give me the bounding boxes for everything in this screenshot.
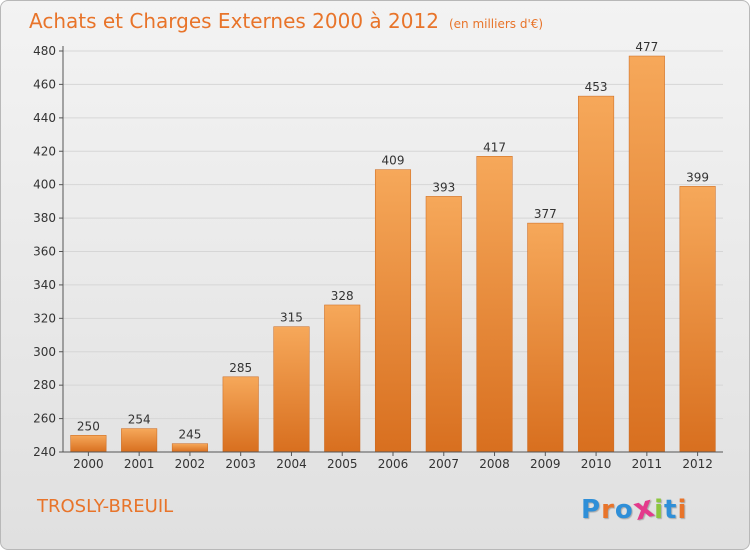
value-label-2000: 250 bbox=[77, 419, 100, 433]
value-label-2004: 315 bbox=[280, 311, 303, 325]
labels: 240 260 280 300 320 340 360 380 400 420 440 460 480 2… bbox=[33, 40, 713, 471]
x-tick-label-2003: 2003 bbox=[225, 457, 256, 471]
y-tick-label: 360 bbox=[33, 245, 56, 259]
y-tick-label: 480 bbox=[33, 44, 56, 58]
value-label-2005: 328 bbox=[331, 289, 354, 303]
logo-letter: r bbox=[601, 495, 615, 525]
value-label-2002: 245 bbox=[178, 428, 201, 442]
x-tick-label-2012: 2012 bbox=[682, 457, 713, 471]
value-label-2006: 409 bbox=[382, 154, 405, 168]
bar-2007 bbox=[425, 196, 462, 453]
y-tick-label: 420 bbox=[33, 144, 56, 158]
logo-letter: t bbox=[664, 495, 678, 525]
x-tick-label-2006: 2006 bbox=[378, 457, 409, 471]
bar-2000 bbox=[70, 435, 107, 453]
value-label-2007: 393 bbox=[432, 180, 455, 194]
value-label-2010: 453 bbox=[585, 80, 608, 94]
logo-letter: i bbox=[677, 495, 688, 525]
x-tick-label-2008: 2008 bbox=[479, 457, 510, 471]
value-label-2012: 399 bbox=[686, 170, 709, 184]
y-tick-label: 400 bbox=[33, 178, 56, 192]
y-tick-label: 440 bbox=[33, 111, 56, 125]
x-tick-label-2007: 2007 bbox=[428, 457, 459, 471]
chart-title: Achats et Charges Externes 2000 à 2012 (e… bbox=[29, 9, 543, 33]
chart-title-text: Achats et Charges Externes 2000 à 2012 bbox=[29, 9, 439, 33]
value-label-2001: 254 bbox=[128, 413, 151, 427]
logo-letter: i bbox=[654, 495, 665, 525]
y-tick-label: 460 bbox=[33, 77, 56, 91]
x-tick-label-2011: 2011 bbox=[632, 457, 663, 471]
bar-2002 bbox=[171, 443, 208, 453]
x-tick-label-2004: 2004 bbox=[276, 457, 307, 471]
value-label-2008: 417 bbox=[483, 140, 506, 154]
bar-2003 bbox=[222, 376, 259, 453]
proxiti-logo: Proxiti bbox=[581, 489, 688, 528]
bar-2008 bbox=[476, 156, 513, 453]
value-label-2003: 285 bbox=[229, 361, 252, 375]
axes bbox=[59, 46, 723, 456]
bar-2005 bbox=[324, 304, 361, 453]
city-name: TROSLY-BREUIL bbox=[37, 496, 174, 517]
y-tick-label: 320 bbox=[33, 311, 56, 325]
chart-unit: (en milliers d'€) bbox=[448, 17, 544, 31]
value-label-2011: 477 bbox=[635, 40, 658, 54]
value-label-2009: 377 bbox=[534, 207, 557, 221]
bar-2011 bbox=[628, 55, 665, 453]
y-tick-label: 340 bbox=[33, 278, 56, 292]
bar-2009 bbox=[527, 222, 564, 453]
y-tick-label: 300 bbox=[33, 345, 56, 359]
bar-2012 bbox=[679, 186, 716, 453]
x-tick-label-2009: 2009 bbox=[530, 457, 561, 471]
y-tick-label: 380 bbox=[33, 211, 56, 225]
bar-2006 bbox=[374, 169, 412, 453]
bars bbox=[70, 55, 716, 453]
bar-2010 bbox=[578, 95, 615, 453]
x-tick-label-2010: 2010 bbox=[581, 457, 612, 471]
x-tick-label-2001: 2001 bbox=[124, 457, 155, 471]
y-tick-label: 240 bbox=[33, 445, 56, 459]
x-tick-label-2002: 2002 bbox=[175, 457, 206, 471]
bar-2001 bbox=[121, 428, 158, 453]
logo-letter: P bbox=[581, 495, 602, 525]
y-tick-label: 280 bbox=[33, 378, 56, 392]
logo-letter: o bbox=[614, 495, 634, 525]
x-tick-label-2005: 2005 bbox=[327, 457, 358, 471]
x-tick-label-2000: 2000 bbox=[73, 457, 104, 471]
y-tick-label: 260 bbox=[33, 412, 56, 426]
bar-2004 bbox=[273, 326, 310, 453]
